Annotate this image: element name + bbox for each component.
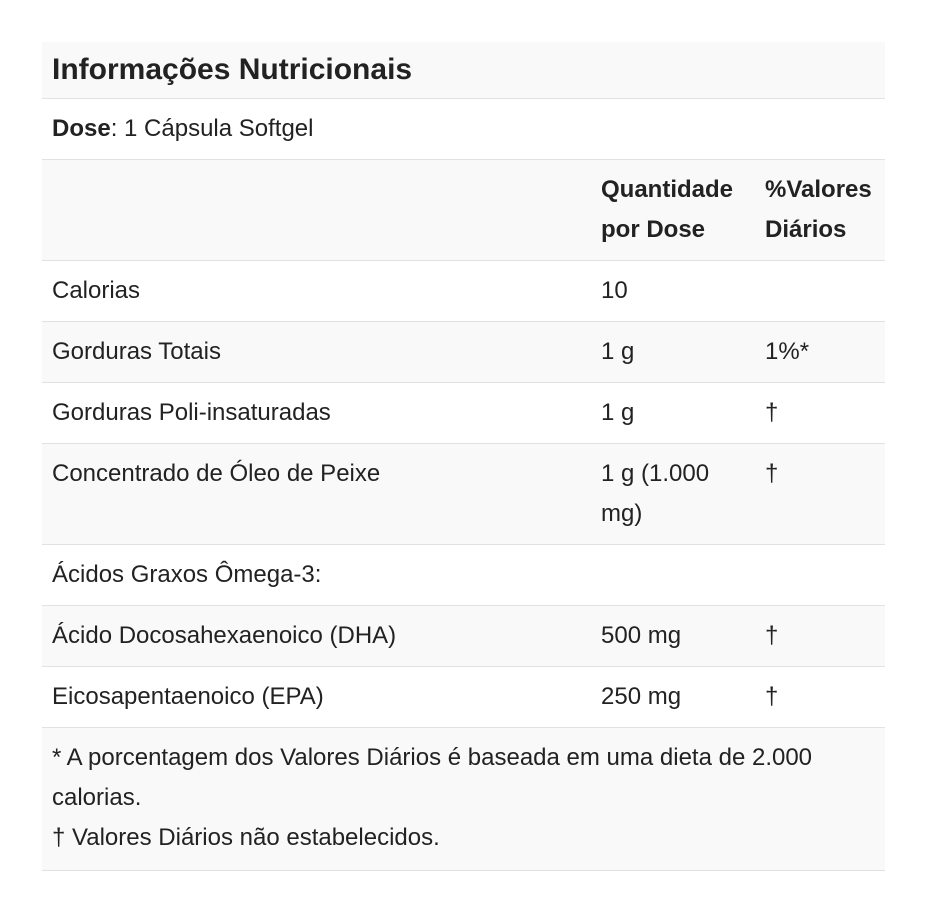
cell: † [755,605,886,667]
footnote-row: * A porcentagem dos Valores Diários é ba… [42,727,886,871]
cell: 10 [591,260,755,322]
title-row: Informações Nutricionais [42,42,886,99]
cell [755,260,886,322]
table-row: Ácido Docosahexaenoico (DHA) 500 mg † [42,605,886,667]
cell: Concentrado de Óleo de Peixe [42,443,591,545]
table-row: Calorias 10 [42,260,886,322]
table-row: Gorduras Totais 1 g 1%* [42,321,886,383]
dose-row: Dose: 1 Cápsula Softgel [42,98,886,160]
cell: † [755,443,886,545]
cell: 1 g [591,321,755,383]
cell: Gorduras Poli-insaturadas [42,382,591,444]
title: Informações Nutricionais [42,42,886,99]
cell [755,544,886,606]
table-row: Gorduras Poli-insaturadas 1 g † [42,382,886,444]
table-row: Ácidos Graxos Ômega-3: [42,544,886,606]
cell: 1 g (1.000 mg) [591,443,755,545]
cell: 1 g [591,382,755,444]
cell: † [755,666,886,728]
table-body: Informações Nutricionais Dose: 1 Cápsula… [42,42,886,871]
cell: Quantidade por Dose [591,159,755,261]
table-row: Concentrado de Óleo de Peixe 1 g (1.000 m… [42,443,886,545]
dose-value: : 1 Cápsula Softgel [110,115,314,142]
cell: 500 mg [591,605,755,667]
footnote: † Valores Diários não estabelecidos. [52,824,440,851]
cell: Ácido Docosahexaenoico (DHA) [42,605,591,667]
cell: %Valores Diários [755,159,886,261]
nutrition-table: Informações Nutricionais Dose: 1 Cápsula… [42,42,886,871]
cell: Gorduras Totais [42,321,591,383]
cell [591,544,755,606]
header-row: Quantidade por Dose %Valores Diários [42,159,886,261]
cell: 250 mg [591,666,755,728]
cell [42,159,591,261]
dose: Dose: 1 Cápsula Softgel [42,98,886,160]
table-row: Eicosapentaenoico (EPA) 250 mg † [42,666,886,728]
cell: 1%* [755,321,886,383]
dose-label: Dose [52,115,111,142]
footnotes: * A porcentagem dos Valores Diários é ba… [42,727,886,871]
nutrition-panel: Informações Nutricionais Dose: 1 Cápsula… [42,42,886,871]
cell: Eicosapentaenoico (EPA) [42,666,591,728]
footnote: * A porcentagem dos Valores Diários é ba… [52,744,813,811]
cell: † [755,382,886,444]
cell: Calorias [42,260,591,322]
cell: Ácidos Graxos Ômega-3: [42,544,591,606]
